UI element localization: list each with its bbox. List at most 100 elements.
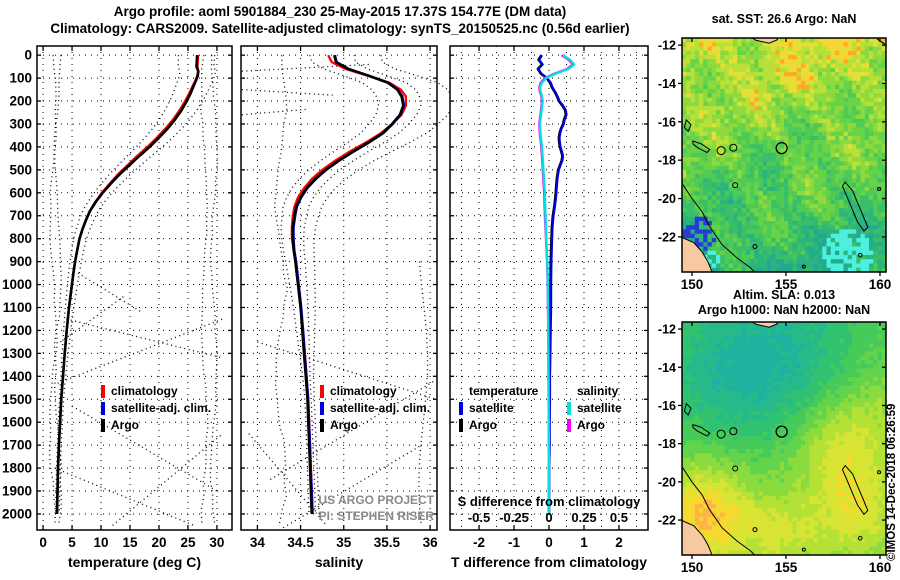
depth-tick-label: 200 [9,94,32,109]
legend-item-argo: Argo [320,417,430,434]
svg-text:-14: -14 [658,77,676,91]
svg-text:150: 150 [681,277,704,292]
svg-text:10: 10 [94,535,109,550]
depth-tick-label: 1800 [2,461,32,476]
argo-s-swatch [567,419,571,432]
depth-tick-label: 1100 [3,300,32,315]
argo-swatch [320,419,324,432]
legend-item-climatology: climatology [101,383,211,400]
float-position-marker [775,141,788,155]
svg-text:0: 0 [39,535,47,550]
depth-tick-label: 0 [24,48,32,63]
s-difference-axis-label: S difference from climatology [458,494,642,509]
difference-legend-temperature: temperature satellite Argo [459,383,538,434]
svg-text:34: 34 [250,535,266,550]
legend-label: Argo [469,418,497,432]
legend-label: climatology [330,384,397,398]
svg-text:-22: -22 [658,230,676,244]
float-position-marker [775,425,788,438]
temperature-plot-grid [37,46,232,530]
s-difference-tick-label: -0.25 [499,510,529,525]
difference-plot-series [536,54,576,514]
series-satellite-S-diff [538,54,576,514]
svg-text:35: 35 [336,535,352,550]
depth-tick-label: 100 [9,71,32,86]
svg-text:15: 15 [122,535,138,550]
satellite-t-swatch [459,402,463,415]
satellite-s-swatch [567,402,571,415]
sla-map: 150 155 160-12-14-16-18-20-22 [658,321,891,575]
svg-text:30: 30 [209,535,224,550]
s-difference-tick-label: 0.5 [610,510,628,525]
s-difference-tick-label: 0.25 [571,510,596,525]
argo-t-swatch [459,419,463,432]
project-credit-line1: US ARGO PROJECT [318,493,434,507]
series-Argo [291,54,405,514]
temperature-plot-legend: climatology satellite-adj. clim. Argo [101,383,211,434]
svg-text:36: 36 [423,535,439,550]
legend-item-satellite: satellite [567,400,622,417]
project-credit: US ARGO PROJECT PI: STEPHEN RISER [287,492,434,524]
figure-subtitle: Climatology: CARS2009. Satellite-adjuste… [50,21,630,36]
depth-tick-label: 900 [9,254,32,269]
depth-tick-label: 1500 [2,392,32,407]
sst-map-axes: 150 155 160 -12 -14 -16 -18 -20 -22 [658,38,891,292]
sla-map-coastlines [682,322,882,555]
figure-title: Argo profile: aoml 5901884_230 25-May-20… [113,4,567,19]
climatology-swatch [320,385,324,398]
temperature-plot-xlabel: temperature (deg C) [68,554,201,570]
sst-map: 150 155 160 -12 -14 -16 -18 -20 -22 [658,37,891,292]
salinity-plot-series [290,54,408,514]
svg-text:160: 160 [869,277,892,292]
argo-swatch [101,419,105,432]
satellite-adj-swatch [320,402,324,415]
svg-text:5: 5 [68,535,76,550]
svg-text:25: 25 [180,535,196,550]
sla-map-title: Altim. SLA: 0.013 [732,288,836,302]
satellite-adj-swatch [101,402,105,415]
sst-map-title: sat. SST: 26.6 Argo: NaN [711,12,857,26]
svg-text:-2: -2 [473,535,485,550]
depth-tick-label: 1600 [2,415,32,430]
svg-text:34.5: 34.5 [287,535,314,550]
imos-watermark: ©IMOS 14-Dec-2018 06:26:59 [886,403,898,561]
legend-item-satellite: satellite [459,400,538,417]
series-satellite-T-diff [537,54,568,514]
svg-text:-16: -16 [658,115,676,129]
legend-item-argo: Argo [459,417,538,434]
legend-item-argo: Argo [567,417,622,434]
legend-label: Argo [330,418,358,432]
depth-tick-label: 1300 [2,346,32,361]
depth-tick-label: 500 [9,162,32,177]
temperature-plot: 0 5 10 15 20 25 300100200300400500600700800900… [2,45,233,570]
legend-header-salinity: salinity [577,384,619,398]
depth-tick-label: 1700 [2,438,32,453]
sla-map-axes: 150 155 160-12-14-16-18-20-22 [658,322,891,575]
legend-item-satellite-adj: satellite-adj. clim. [101,400,211,417]
difference-plot-xlabel: T difference from climatology [451,554,647,570]
svg-text:-18: -18 [658,154,676,168]
svg-text:2: 2 [615,535,623,550]
difference-plot: -2 -1 0 1 2 T difference from climatology S di… [449,45,649,570]
difference-legend-salinity: salinity satellite Argo [567,383,622,434]
depth-tick-label: 1200 [2,323,32,338]
legend-label: Argo [577,418,605,432]
depth-tick-label: 1900 [2,484,32,499]
sla-map-subtitle: Argo h1000: NaN h2000: NaN [697,303,871,317]
legend-item-satellite-adj: satellite-adj. clim. [320,400,430,417]
climatology-swatch [101,385,105,398]
temperature-plot-series [55,55,200,514]
salinity-plot-xlabel: salinity [315,554,363,570]
legend-label: satellite [469,401,514,415]
depth-tick-label: 2000 [2,506,32,521]
depth-tick-label: 800 [9,231,32,246]
svg-text:155: 155 [775,277,798,292]
s-difference-tick-label: -0.5 [468,510,490,525]
salinity-plot: 34 34.5 35 35.5 36 salinity [240,45,454,570]
depth-tick-label: 600 [9,185,32,200]
difference-plot-axes: -2 -1 0 1 2 T difference from climatology S di… [450,46,648,570]
legend-label: satellite-adj. clim. [111,401,212,415]
sst-map-coastlines [682,38,886,272]
